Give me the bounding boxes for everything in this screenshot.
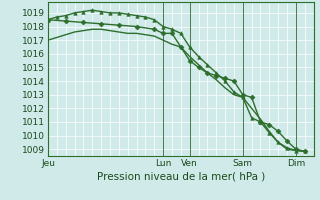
X-axis label: Pression niveau de la mer( hPa ): Pression niveau de la mer( hPa ) — [97, 172, 265, 182]
